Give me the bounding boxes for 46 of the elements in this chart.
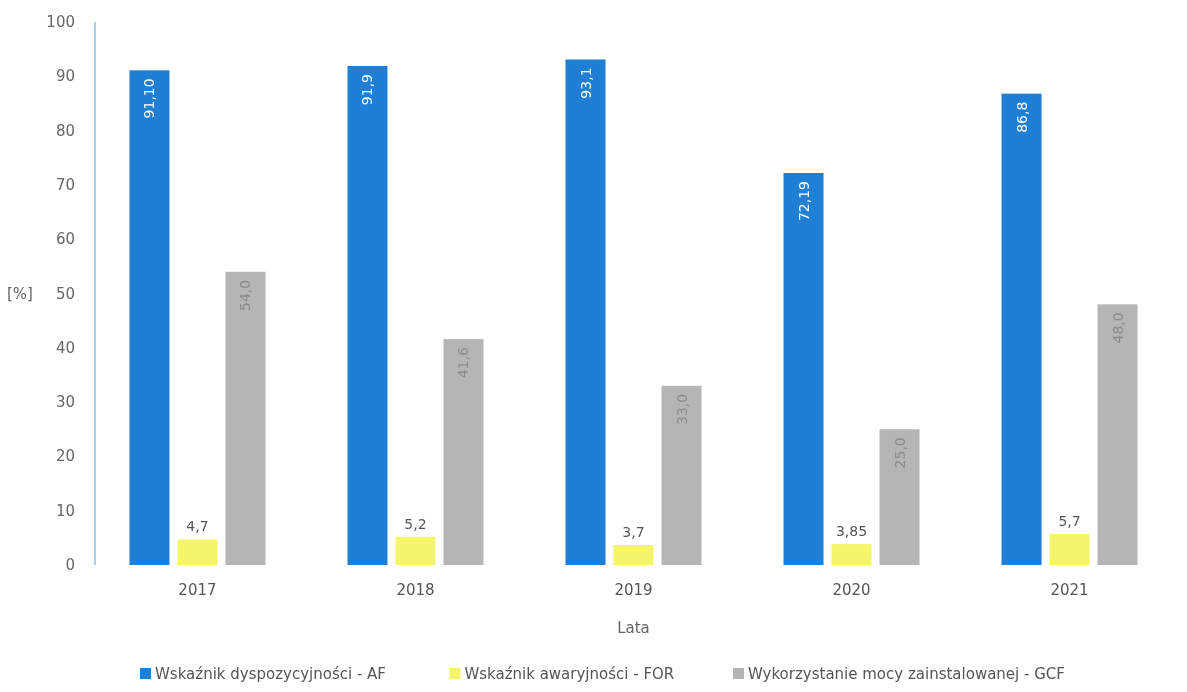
bar (443, 339, 484, 565)
bar (347, 65, 388, 565)
data-label: 3,85 (835, 523, 868, 540)
bar (613, 544, 654, 565)
data-label: 91,9 (359, 73, 376, 106)
bar (1049, 534, 1090, 565)
y-tick-label: 60 (55, 230, 75, 249)
x-tick-label: 2021 (1050, 581, 1089, 599)
legend-label: Wskaźnik awaryjności - FOR (464, 665, 675, 683)
y-tick-label: 30 (55, 393, 75, 412)
x-tick-label: 2020 (832, 581, 871, 599)
legend-label: Wykorzystanie mocy zainstalowanej - GCF (748, 665, 1065, 683)
data-label: 93,1 (577, 67, 594, 99)
bar (177, 539, 218, 565)
data-label: 86,8 (1013, 101, 1030, 133)
y-axis-title: [%] (7, 284, 33, 303)
y-tick-label: 70 (55, 175, 75, 194)
y-tick-label: 20 (55, 447, 75, 466)
bar (1001, 93, 1042, 565)
y-tick-label: 80 (55, 121, 75, 140)
x-tick-label: 2019 (614, 581, 653, 599)
data-label: 4,7 (186, 518, 209, 535)
data-label: 5,7 (1058, 513, 1081, 530)
legend-label: Wskaźnik dyspozycyjności - AF (155, 665, 386, 683)
bar (1097, 304, 1138, 565)
bar (129, 70, 170, 565)
y-tick-label: 10 (55, 501, 75, 520)
x-tick-label: 2017 (178, 581, 217, 599)
bar (661, 385, 702, 565)
data-label: 5,2 (404, 515, 427, 532)
y-tick-label: 100 (46, 13, 75, 31)
bar (225, 271, 266, 565)
x-tick-label: 2018 (396, 581, 435, 599)
bar (879, 429, 920, 565)
data-label: 72,19 (795, 181, 812, 222)
bar (783, 173, 824, 565)
y-tick-label: 0 (65, 556, 75, 574)
bar (831, 544, 872, 565)
bar (395, 536, 436, 565)
x-axis-title: Lata (617, 619, 650, 637)
y-tick-label: 40 (55, 338, 75, 357)
data-label: 3,7 (622, 523, 645, 540)
y-tick-label: 90 (55, 67, 75, 86)
y-tick-label: 50 (55, 284, 75, 303)
data-label: 91,10 (141, 78, 158, 119)
bar (565, 59, 606, 565)
